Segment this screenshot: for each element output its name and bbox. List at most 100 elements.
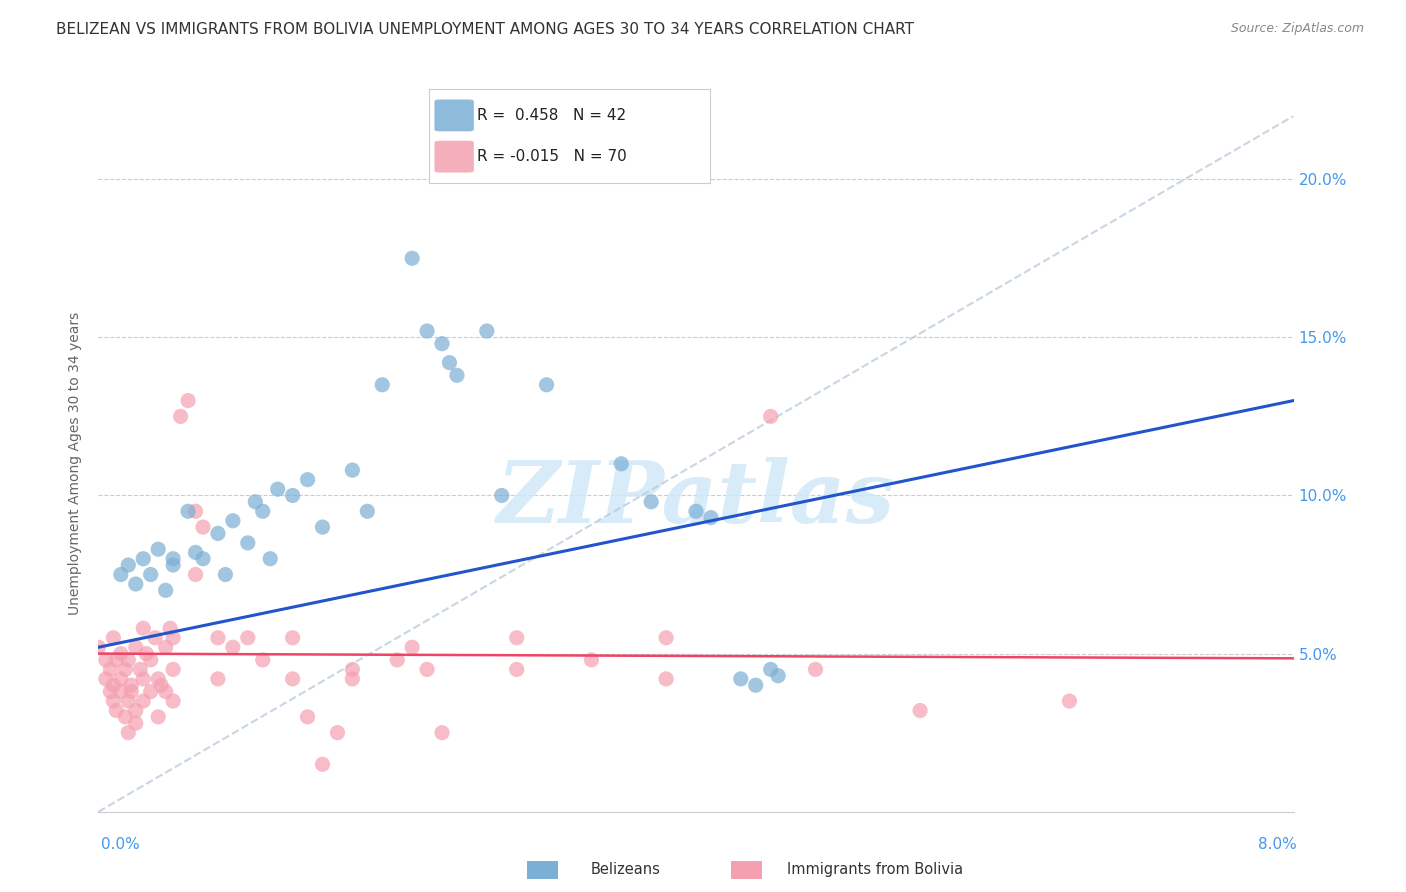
Point	[371, 377, 394, 392]
Point	[281, 672, 304, 686]
Point	[135, 647, 157, 661]
Point	[685, 504, 707, 518]
Point	[110, 567, 132, 582]
FancyBboxPatch shape	[434, 141, 474, 172]
Point	[766, 669, 789, 683]
Point	[105, 653, 128, 667]
Point	[252, 653, 274, 667]
Point	[117, 558, 139, 572]
Point	[342, 463, 364, 477]
Point	[177, 504, 200, 518]
Text: Source: ZipAtlas.com: Source: ZipAtlas.com	[1230, 22, 1364, 36]
Point	[148, 672, 170, 686]
Point	[148, 542, 170, 557]
Point	[117, 694, 139, 708]
Point	[94, 653, 117, 667]
Point	[252, 504, 274, 518]
Point	[184, 567, 207, 582]
Point	[491, 488, 513, 502]
Point	[759, 662, 782, 676]
Point	[245, 495, 267, 509]
Point	[259, 551, 281, 566]
Point	[506, 662, 529, 676]
Point	[103, 678, 125, 692]
Point	[184, 504, 207, 518]
Point	[125, 577, 148, 591]
Point	[177, 393, 200, 408]
Point	[908, 704, 931, 718]
Text: 0.0%: 0.0%	[101, 837, 141, 852]
Point	[159, 621, 181, 635]
Point	[655, 631, 678, 645]
Point	[610, 457, 633, 471]
Point	[148, 710, 170, 724]
Point	[297, 473, 319, 487]
Point	[356, 504, 378, 518]
Point	[640, 495, 662, 509]
Point	[184, 545, 207, 559]
Point	[730, 672, 752, 686]
Point	[236, 536, 259, 550]
Point	[1059, 694, 1081, 708]
Point	[267, 482, 290, 496]
Y-axis label: Unemployment Among Ages 30 to 34 years: Unemployment Among Ages 30 to 34 years	[69, 312, 83, 615]
Point	[139, 684, 162, 698]
Point	[132, 694, 155, 708]
Point	[110, 672, 132, 686]
Text: ZIPatlas: ZIPatlas	[496, 457, 896, 541]
Point	[326, 725, 349, 739]
Point	[125, 640, 148, 655]
Point	[120, 678, 142, 692]
Point	[759, 409, 782, 424]
Point	[114, 710, 136, 724]
Point	[475, 324, 498, 338]
Point	[110, 684, 132, 698]
Point	[416, 662, 439, 676]
Point	[94, 672, 117, 686]
Point	[311, 757, 333, 772]
Text: Immigrants from Bolivia: Immigrants from Bolivia	[787, 863, 963, 877]
Point	[222, 514, 245, 528]
Point	[214, 567, 236, 582]
Point	[342, 672, 364, 686]
Point	[281, 488, 304, 502]
Point	[139, 653, 162, 667]
Point	[98, 662, 122, 676]
Point	[439, 356, 461, 370]
Point	[385, 653, 409, 667]
Point	[117, 653, 139, 667]
Point	[430, 336, 453, 351]
Point	[143, 631, 166, 645]
Point	[745, 678, 768, 692]
Point	[401, 640, 423, 655]
Point	[536, 377, 558, 392]
Point	[162, 631, 184, 645]
Point	[132, 621, 155, 635]
Point	[169, 409, 191, 424]
Point	[342, 662, 364, 676]
Point	[125, 716, 148, 731]
Point	[162, 662, 184, 676]
Point	[114, 662, 136, 676]
Point	[207, 631, 229, 645]
Point	[120, 684, 142, 698]
Point	[139, 567, 162, 582]
Point	[416, 324, 439, 338]
Point	[162, 558, 184, 572]
Point	[155, 684, 177, 698]
Point	[117, 725, 139, 739]
Point	[446, 368, 468, 383]
Point	[191, 551, 214, 566]
Text: Belizeans: Belizeans	[591, 863, 661, 877]
Point	[804, 662, 827, 676]
Point	[150, 678, 173, 692]
Point	[236, 631, 259, 645]
Point	[110, 647, 132, 661]
Point	[162, 694, 184, 708]
Point	[581, 653, 603, 667]
Point	[103, 694, 125, 708]
Point	[401, 252, 423, 266]
Text: BELIZEAN VS IMMIGRANTS FROM BOLIVIA UNEMPLOYMENT AMONG AGES 30 TO 34 YEARS CORRE: BELIZEAN VS IMMIGRANTS FROM BOLIVIA UNEM…	[56, 22, 914, 37]
Point	[430, 725, 453, 739]
Point	[162, 551, 184, 566]
